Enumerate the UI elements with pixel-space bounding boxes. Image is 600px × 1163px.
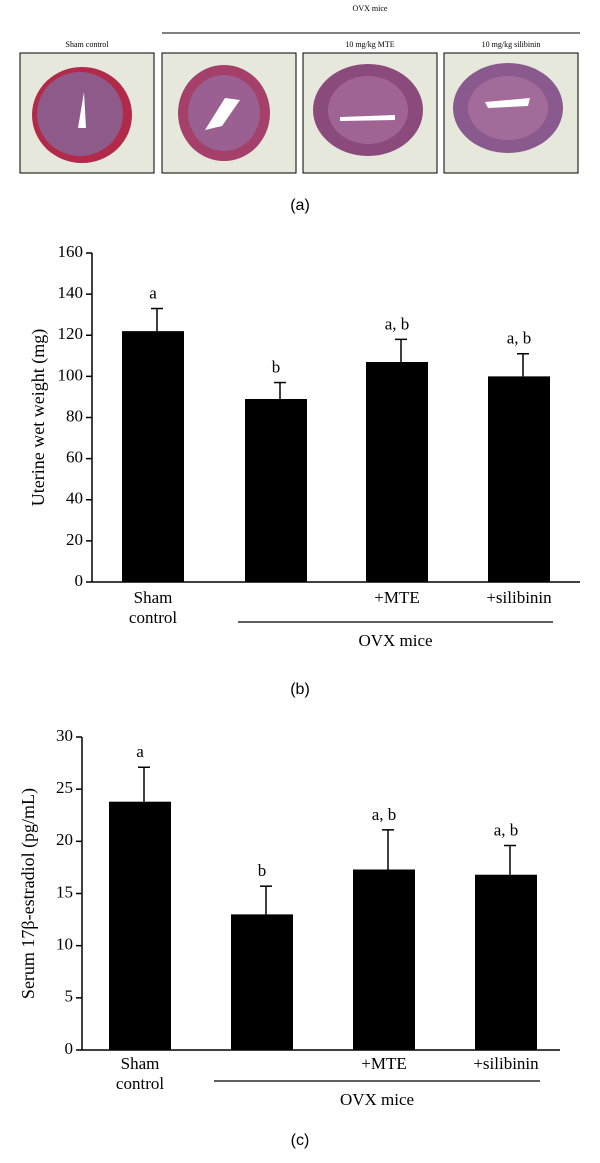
y-tick-label: 120 [58,324,84,343]
y-tick-label: 0 [65,1039,74,1058]
bar [122,331,184,582]
histology-image [443,52,579,174]
bar [366,361,428,582]
bar [475,874,537,1050]
image-label: Sham control [66,40,110,49]
y-tick-label: 20 [56,830,73,849]
y-tick-label: 140 [58,283,84,302]
y-tick-label: 20 [66,530,83,549]
image-label: 10 mg/kg MTE [345,40,394,49]
image-label: 10 mg/kg silibinin [482,40,541,49]
y-tick-label: 15 [56,882,73,901]
x-tick-label: +silibinin [486,588,552,607]
panel-label: (c) [291,1132,310,1149]
x-tick-label: Sham control [128,588,178,627]
y-tick-label: 30 [56,726,73,745]
annotation: a [149,283,157,302]
histology-image [19,52,155,174]
annotation: a, b [372,805,397,824]
panel-label: (b) [290,681,310,698]
y-tick-label: 160 [58,242,84,261]
group-label: OVX mice [358,631,432,650]
y-tick-label: 25 [56,778,73,797]
y-axis-label: Uterine wet weight (mg) [28,329,49,506]
bar [488,376,550,582]
bar [245,398,307,582]
y-tick-label: 80 [66,406,83,425]
annotation: a, b [385,314,410,333]
y-tick-label: 10 [56,935,73,954]
x-tick-label: +MTE [361,1054,407,1073]
group-label: OVX mice [340,1090,414,1109]
histology-image [161,52,297,174]
group-label: OVX mice [353,4,388,13]
x-tick-label: Sham control [115,1054,165,1093]
histology-image [302,52,438,174]
bar [353,869,415,1050]
annotation: a, b [494,820,519,839]
y-tick-label: 0 [75,571,84,590]
y-tick-label: 60 [66,448,83,467]
bar [109,801,171,1050]
annotation: a [136,742,144,761]
y-tick-label: 5 [65,987,74,1006]
panel-label: (a) [290,197,310,214]
annotation: b [272,357,281,376]
y-tick-label: 40 [66,489,83,508]
y-tick-label: 100 [58,365,84,384]
x-tick-label: +MTE [374,588,420,607]
bar [231,914,293,1050]
annotation: b [258,861,267,880]
y-axis-label: Serum 17β-estradiol (pg/mL) [18,788,39,999]
annotation: a, b [507,329,532,348]
x-tick-label: +silibinin [473,1054,539,1073]
